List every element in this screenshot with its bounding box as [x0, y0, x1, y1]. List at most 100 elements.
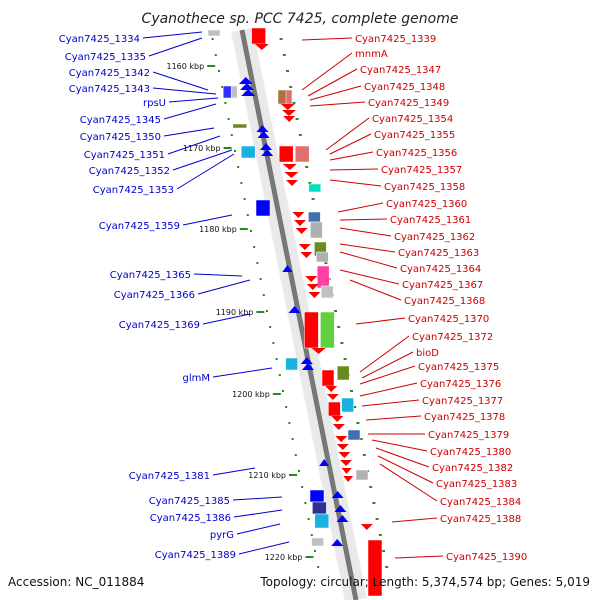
leader-line-left — [236, 523, 281, 535]
map-title: Cyanothece sp. PCC 7425, complete genome — [142, 11, 459, 27]
gene-label-right[interactable]: Cyan7425_1362 — [394, 232, 475, 243]
gene-label-right[interactable]: Cyan7425_1380 — [430, 447, 511, 458]
backbone-line — [239, 29, 359, 600]
gene-label-right[interactable]: Cyan7425_1367 — [402, 280, 483, 291]
gene-label-right[interactable]: Cyan7425_1388 — [440, 514, 521, 525]
gene-label-left[interactable]: pyrG — [210, 530, 234, 541]
gene-label-left[interactable]: Cyan7425_1386 — [150, 513, 231, 524]
gene-feature-right — [320, 311, 335, 349]
gene-label-left[interactable]: Cyan7425_1359 — [99, 221, 180, 232]
gene-feature-right — [294, 145, 310, 163]
leader-line-right — [301, 37, 353, 41]
tick-left — [307, 518, 310, 520]
gene-arrow-forward — [288, 306, 301, 313]
gene-label-left[interactable]: Cyan7425_1335 — [65, 52, 146, 63]
gene-label-right[interactable]: Cyan7425_1390 — [446, 552, 527, 563]
gene-label-right[interactable]: Cyan7425_1357 — [381, 165, 462, 176]
gene-feature-right — [367, 539, 383, 597]
gene-label-right[interactable]: Cyan7425_1382 — [432, 463, 513, 474]
tick-left — [214, 54, 217, 56]
accession-text: Accession: NC_011884 — [8, 575, 145, 589]
tick-right — [340, 342, 344, 344]
tick-left — [224, 102, 227, 104]
gene-label-right[interactable]: bioD — [416, 348, 439, 359]
gene-feature-right — [320, 285, 334, 299]
gene-label-right[interactable]: Cyan7425_1383 — [436, 479, 517, 490]
tick-left — [272, 342, 275, 344]
leader-line-right — [339, 227, 392, 237]
gene-label-left[interactable]: Cyan7425_1350 — [80, 132, 161, 143]
gene-label-right[interactable]: Cyan7425_1358 — [384, 182, 465, 193]
gene-label-right[interactable]: Cyan7425_1379 — [428, 430, 509, 441]
gene-label-left[interactable]: Cyan7425_1366 — [114, 290, 195, 301]
gene-feature-right — [316, 265, 330, 289]
leader-line-right — [329, 151, 374, 161]
tick-right — [369, 486, 373, 488]
gene-feature-left — [255, 199, 271, 217]
gene-label-left[interactable]: rpsU — [143, 98, 166, 109]
gene-label-right[interactable]: Cyan7425_1384 — [440, 497, 521, 508]
gene-label-left[interactable]: glmM — [183, 373, 211, 384]
gene-label-left[interactable]: Cyan7425_1385 — [149, 496, 230, 507]
gene-label-right[interactable]: Cyan7425_1347 — [360, 65, 441, 76]
leader-line-right — [301, 52, 353, 91]
gene-label-right[interactable]: Cyan7425_1372 — [412, 332, 493, 343]
gene-label-left[interactable]: Cyan7425_1342 — [69, 68, 150, 79]
gene-arrow-forward — [302, 363, 314, 370]
leader-line-left — [168, 97, 219, 103]
gene-label-right[interactable]: Cyan7425_1356 — [376, 148, 457, 159]
gene-label-right[interactable]: Cyan7425_1360 — [386, 199, 467, 210]
tick-left — [246, 214, 249, 216]
tick-right — [324, 262, 328, 264]
leader-line-right — [377, 455, 434, 484]
tick-right — [311, 198, 315, 200]
gene-label-left[interactable]: Cyan7425_1352 — [89, 166, 170, 177]
leader-line-right — [365, 415, 422, 421]
gene-label-left[interactable]: Cyan7425_1334 — [59, 34, 140, 45]
leader-line-right — [339, 269, 400, 285]
leader-line-left — [233, 509, 283, 518]
kbp-tick-label: 1200 kbp — [232, 390, 270, 399]
gene-label-right[interactable]: Cyan7425_1364 — [400, 264, 481, 275]
gene-label-left[interactable]: Cyan7425_1365 — [110, 270, 191, 281]
gene-labels[interactable]: Cyan7425_1334 Cyan7425_1335 Cyan7425_1342 C… — [59, 34, 528, 563]
gene-feature-right — [341, 397, 354, 413]
gene-label-right[interactable]: Cyan7425_1355 — [374, 130, 455, 141]
gene-label-right[interactable]: Cyan7425_1370 — [408, 314, 489, 325]
gene-arrow-forward — [256, 125, 269, 132]
gene-label-right[interactable]: mnmA — [355, 49, 388, 60]
gene-arrow-reverse — [336, 444, 349, 450]
gene-label-right[interactable]: Cyan7425_1376 — [420, 379, 501, 390]
tick-left — [317, 566, 320, 568]
gene-arrow-forward — [257, 131, 270, 138]
tick-left — [243, 198, 246, 200]
leader-line-right — [375, 447, 430, 468]
gene-label-right[interactable]: Cyan7425_1361 — [390, 215, 471, 226]
leader-line-right — [359, 382, 418, 397]
gene-arrow-reverse — [298, 244, 311, 250]
gene-label-right[interactable]: Cyan7425_1349 — [368, 98, 449, 109]
gene-label-left[interactable]: Cyan7425_1381 — [129, 471, 210, 482]
gene-label-right[interactable]: Cyan7425_1339 — [355, 34, 436, 45]
gene-label-right[interactable]: Cyan7425_1378 — [424, 412, 505, 423]
leader-line-left — [193, 273, 243, 277]
gene-label-right[interactable]: Cyan7425_1377 — [422, 396, 503, 407]
tick-right — [382, 550, 385, 552]
gene-label-left[interactable]: Cyan7425_1369 — [119, 320, 200, 331]
gene-label-right[interactable]: Cyan7425_1354 — [372, 114, 453, 125]
leader-line-left — [163, 103, 217, 120]
gene-label-left[interactable]: Cyan7425_1389 — [155, 550, 236, 561]
gene-label-right[interactable]: Cyan7425_1363 — [398, 248, 479, 259]
tick-right — [292, 102, 296, 104]
gene-label-right[interactable]: Cyan7425_1368 — [404, 296, 485, 307]
gene-arrow-reverse — [338, 452, 351, 458]
gene-label-right[interactable]: Cyan7425_1348 — [364, 82, 445, 93]
gene-label-left[interactable]: Cyan7425_1353 — [93, 185, 174, 196]
gene-label-left[interactable]: Cyan7425_1351 — [84, 150, 165, 161]
gene-label-left[interactable]: Cyan7425_1345 — [80, 115, 161, 126]
gene-label-left[interactable]: Cyan7425_1343 — [69, 84, 150, 95]
gene-arrow-forward — [334, 505, 347, 512]
gene-label-right[interactable]: Cyan7425_1375 — [418, 362, 499, 373]
leader-line-right — [355, 317, 406, 325]
